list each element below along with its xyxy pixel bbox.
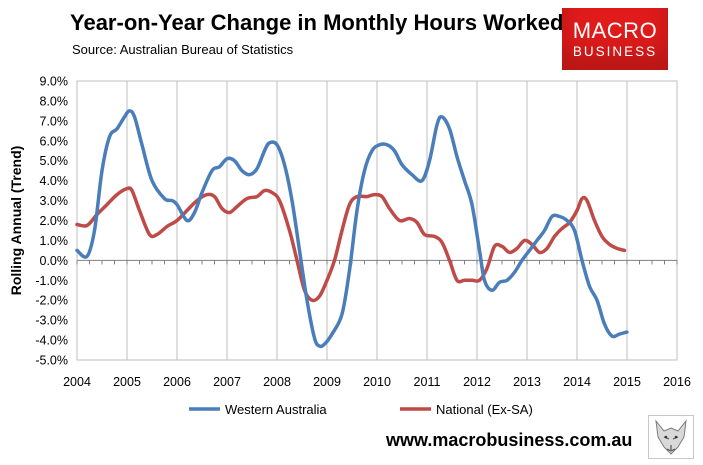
- y-tick-label: -5.0%: [35, 354, 68, 368]
- legend-label-western-australia: Western Australia: [225, 402, 327, 417]
- legend-label-national-ex-sa: National (Ex-SA): [436, 402, 533, 417]
- chart-source: Source: Australian Bureau of Statistics: [72, 42, 294, 57]
- logo-line-2: BUSINESS: [572, 44, 658, 59]
- x-tick-label: 2014: [563, 375, 591, 389]
- y-tick-label: -4.0%: [35, 334, 68, 348]
- fox-logo-icon: [648, 415, 694, 459]
- x-tick-label: 2010: [363, 375, 391, 389]
- y-tick-label: 3.0%: [40, 194, 69, 208]
- y-axis-label: Rolling Annual (Trend): [8, 146, 24, 296]
- series-line-national-ex-sa: [75, 186, 627, 303]
- y-tick-label: 0.0%: [40, 254, 69, 268]
- y-tick-label: 5.0%: [40, 154, 69, 168]
- x-tick-label: 2007: [213, 375, 241, 389]
- series-line-western-australia: [75, 109, 629, 349]
- x-tick-label: 2016: [663, 375, 691, 389]
- logo-line-1: MACRO: [572, 18, 658, 43]
- y-tick-label: 1.0%: [40, 234, 69, 248]
- footer-url: www.macrobusiness.com.au: [386, 430, 633, 450]
- chart-title: Year-on-Year Change in Monthly Hours Wor…: [70, 10, 564, 35]
- x-tick-label: 2015: [613, 375, 641, 389]
- y-tick-label: 2.0%: [40, 214, 69, 228]
- y-tick-label: 8.0%: [40, 94, 69, 108]
- y-tick-label: 7.0%: [40, 114, 69, 128]
- x-tick-label: 2005: [113, 375, 141, 389]
- x-tick-label: 2004: [63, 375, 91, 389]
- x-tick-label: 2009: [313, 375, 341, 389]
- x-tick-label: 2008: [263, 375, 291, 389]
- y-tick-label: 9.0%: [40, 75, 69, 89]
- x-tick-label: 2011: [414, 375, 441, 389]
- x-tick-label: 2013: [513, 375, 541, 389]
- y-tick-label: -2.0%: [35, 294, 68, 308]
- y-tick-label: 6.0%: [40, 134, 69, 148]
- y-tick-label: -1.0%: [35, 274, 68, 288]
- y-tick-label: -3.0%: [35, 314, 68, 328]
- x-tick-label: 2006: [163, 375, 191, 389]
- x-tick-label: 2012: [463, 375, 491, 389]
- macrobusiness-logo: MACRO BUSINESS: [562, 8, 668, 70]
- y-tick-label: 4.0%: [40, 174, 69, 188]
